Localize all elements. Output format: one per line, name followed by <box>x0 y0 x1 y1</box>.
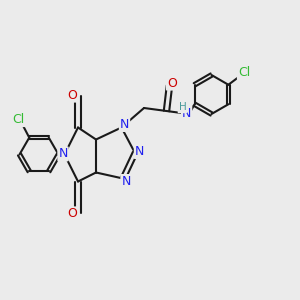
Text: N: N <box>135 145 144 158</box>
Text: Cl: Cl <box>13 113 25 126</box>
Text: N: N <box>120 118 129 131</box>
Text: N: N <box>182 106 191 120</box>
Text: N: N <box>58 147 68 161</box>
Text: O: O <box>67 88 77 102</box>
Text: Cl: Cl <box>238 66 250 79</box>
Text: O: O <box>67 207 77 220</box>
Text: N: N <box>121 175 131 188</box>
Text: H: H <box>178 102 186 112</box>
Text: O: O <box>167 76 177 90</box>
